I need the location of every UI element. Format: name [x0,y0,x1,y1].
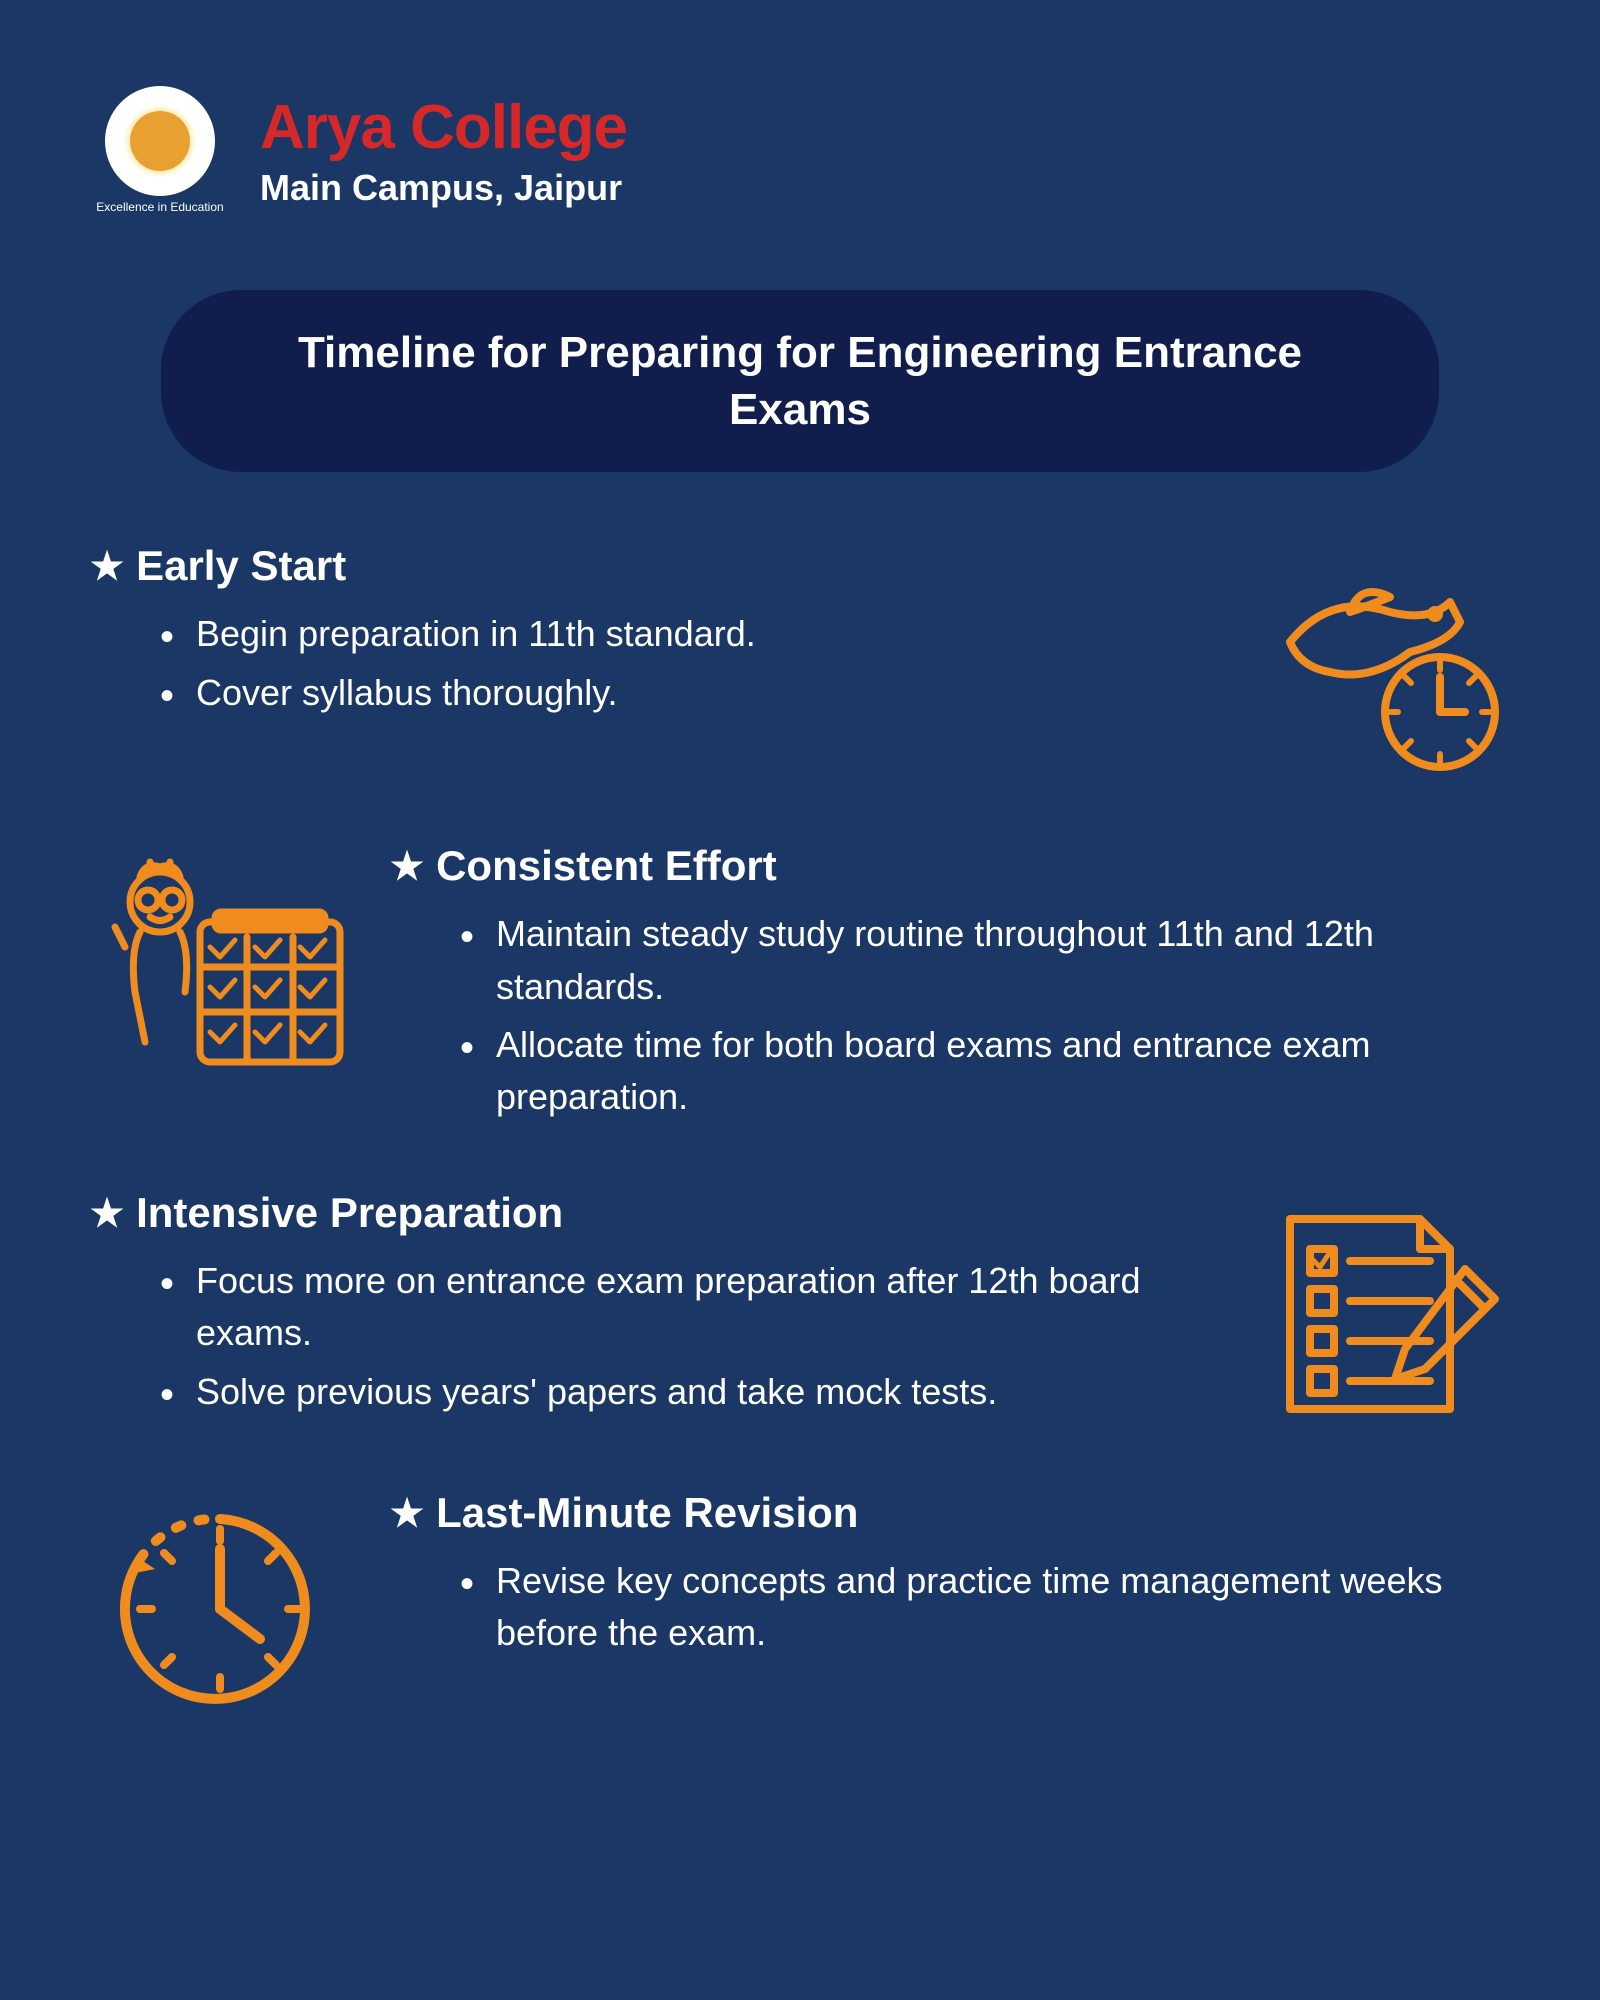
section-heading: ★ Intensive Preparation [90,1189,1210,1237]
title-banner: Timeline for Preparing for Engineering E… [161,290,1439,472]
section-last-minute-revision: ★ Last-Minute Revision Revise key concep… [90,1489,1510,1729]
bullet-list: Maintain steady study routine throughout… [390,908,1510,1123]
heading-label: Early Start [136,542,346,590]
checklist-pencil-icon [1250,1189,1510,1429]
section-consistent-effort: ★ Consistent Effort Maintain steady stud… [90,842,1510,1129]
heading-label: Consistent Effort [436,842,777,890]
section-heading: ★ Early Start [90,542,1210,590]
section-heading: ★ Last-Minute Revision [390,1489,1510,1537]
revision-clock-icon [90,1489,350,1729]
star-icon: ★ [390,844,424,889]
bullet-item: Begin preparation in 11th standard. [160,608,1210,660]
college-title: Arya College [260,92,627,163]
section-text: ★ Last-Minute Revision Revise key concep… [390,1489,1510,1665]
bullet-list: Focus more on entrance exam preparation … [90,1255,1210,1418]
bullet-list: Begin preparation in 11th standard. Cove… [90,608,1210,718]
college-subtitle: Main Campus, Jaipur [260,167,627,209]
section-heading: ★ Consistent Effort [390,842,1510,890]
header: Excellence in Education Arya College Mai… [90,80,1510,220]
bullet-item: Allocate time for both board exams and e… [460,1019,1510,1123]
logo-tagline: Excellence in Education [96,200,223,214]
logo-emblem [105,86,215,196]
section-text: ★ Early Start Begin preparation in 11th … [90,542,1210,724]
bullet-list: Revise key concepts and practice time ma… [390,1555,1510,1659]
heading-label: Last-Minute Revision [436,1489,858,1537]
bird-clock-icon [1250,542,1510,782]
section-text: ★ Intensive Preparation Focus more on en… [90,1189,1210,1424]
section-early-start: ★ Early Start Begin preparation in 11th … [90,542,1510,782]
header-text: Arya College Main Campus, Jaipur [260,92,627,209]
section-intensive-preparation: ★ Intensive Preparation Focus more on en… [90,1189,1510,1429]
star-icon: ★ [390,1491,424,1536]
bullet-item: Focus more on entrance exam preparation … [160,1255,1210,1359]
student-calendar-icon [90,842,350,1082]
heading-label: Intensive Preparation [136,1189,563,1237]
bullet-item: Cover syllabus thoroughly. [160,667,1210,719]
star-icon: ★ [90,1191,124,1236]
bullet-item: Revise key concepts and practice time ma… [460,1555,1510,1659]
college-logo: Excellence in Education [90,80,230,220]
bullet-item: Solve previous years' papers and take mo… [160,1366,1210,1418]
bullet-item: Maintain steady study routine throughout… [460,908,1510,1012]
section-text: ★ Consistent Effort Maintain steady stud… [390,842,1510,1129]
star-icon: ★ [90,544,124,589]
banner-text: Timeline for Preparing for Engineering E… [241,324,1359,438]
logo-sun-icon [130,111,190,171]
